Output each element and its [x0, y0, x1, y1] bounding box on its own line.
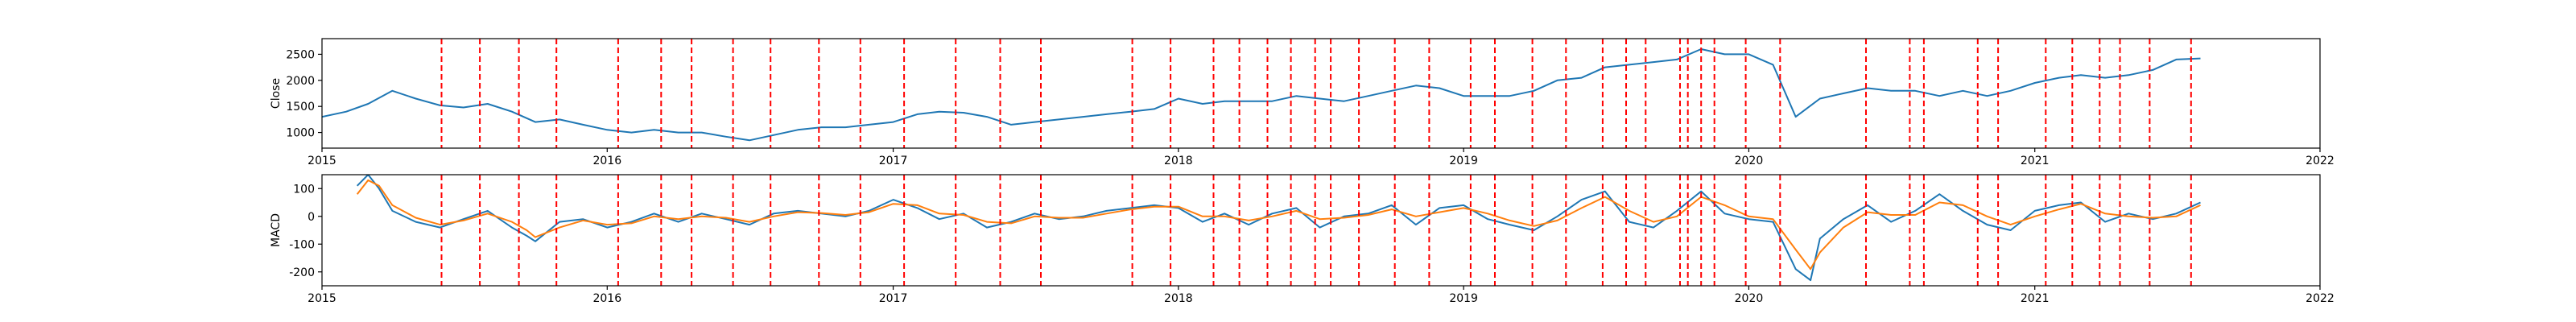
- x-tick-label: 2016: [592, 155, 621, 167]
- x-tick-label: 2016: [592, 292, 621, 305]
- plot-area: [322, 39, 2201, 148]
- axes-frame: [321, 174, 2321, 287]
- axes-frame: [321, 38, 2321, 149]
- x-tick-label: 2018: [1164, 292, 1193, 305]
- y-tick-label: 0: [308, 211, 315, 224]
- y-tick-label: -200: [289, 266, 315, 279]
- x-tick-label: 2020: [1735, 292, 1764, 305]
- x-tick-label: 2015: [308, 292, 336, 305]
- y-tick-label: 2000: [286, 75, 315, 88]
- y-tick-label: 2500: [286, 48, 315, 61]
- x-tick-label: 2021: [2021, 292, 2050, 305]
- series-line-1: [356, 179, 2201, 270]
- x-tick-label: 2019: [1449, 292, 1478, 305]
- y-axis-label: MACD: [270, 213, 283, 247]
- y-axis-label: Close: [270, 78, 283, 109]
- y-tick-label: -100: [289, 238, 315, 251]
- y-tick-label: 1000: [286, 127, 315, 140]
- x-tick-label: 2017: [879, 155, 908, 167]
- plot-area: [356, 175, 2201, 286]
- y-tick-label: 1500: [286, 101, 315, 114]
- x-tick-label: 2019: [1449, 155, 1478, 167]
- chart-panel-0: 2015 2016 2017 2018 2019 2020 2021 2022 1000 1500…: [270, 38, 2334, 167]
- x-tick-label: 2022: [2306, 292, 2334, 305]
- x-tick-label: 2021: [2021, 155, 2050, 167]
- x-tick-label: 2018: [1164, 155, 1193, 167]
- series-line-0: [322, 48, 2201, 142]
- y-tick-label: 100: [293, 183, 315, 196]
- x-tick-label: 2022: [2306, 155, 2334, 167]
- x-tick-label: 2015: [308, 155, 336, 167]
- x-tick-label: 2017: [879, 292, 908, 305]
- chart-panel-1: 2015 2016 2017 2018 2019 2020 2021 2022 -200 -100…: [270, 174, 2334, 305]
- x-tick-label: 2020: [1735, 155, 1764, 167]
